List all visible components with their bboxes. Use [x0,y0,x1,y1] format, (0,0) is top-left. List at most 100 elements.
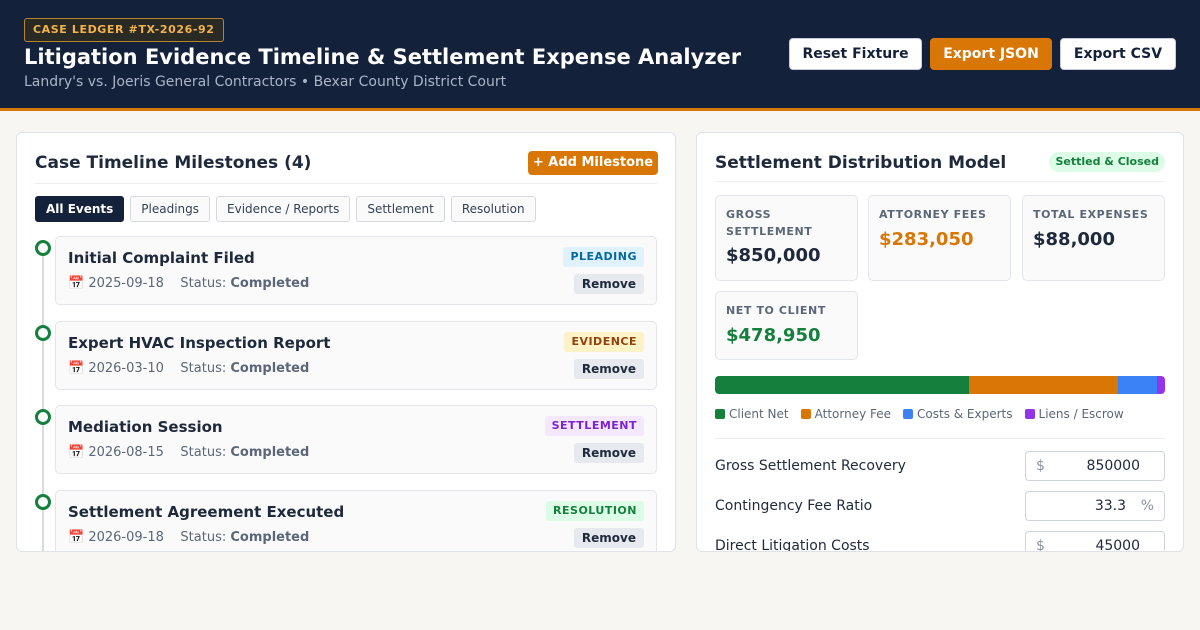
milestone-complete-dot [35,325,51,341]
distribution-legend: Client Net Attorney Fee Costs & Experts Lie… [715,407,1124,421]
milestone-title: Expert HVAC Inspection Report [68,334,331,352]
remove-milestone-button[interactable]: Remove [573,443,644,463]
filter-tab-evidence-reports[interactable]: Evidence / Reports [216,196,351,222]
remove-milestone-button[interactable]: Remove [573,359,644,379]
status-label: Status: [180,530,227,545]
export-json-button[interactable]: Export JSON [930,38,1052,70]
net-to-client-card: NET TO CLIENT $478,950 [715,291,858,360]
milestone-date: 2026-03-10 [88,361,164,376]
settlement-title: Settlement Distribution Model [715,153,1007,173]
timeline-panel: Case Timeline Milestones (4) + Add Miles… [16,132,676,552]
net-to-client-label: NET TO CLIENT [726,304,826,317]
filter-tab-settlement[interactable]: Settlement [356,196,445,222]
calendar-icon: 📅 [68,361,85,376]
case-status-badge: Settled & Closed [1049,152,1165,172]
legend-item: Costs & Experts [903,407,1013,421]
legend-item: Attorney Fee [800,407,892,421]
distribution-segment-client-net [715,376,969,394]
milestone-title: Mediation Session [68,418,223,436]
calendar-icon: 📅 [68,530,85,545]
legend-label: Attorney Fee [814,407,892,421]
gross-settlement-value: $850,000 [726,245,821,266]
currency-prefix: $ [1036,538,1045,552]
legend-swatch [715,409,725,419]
milestone-meta: 📅 2026-09-18 Status: Completed [68,530,309,545]
legend-item: Liens / Escrow [1024,407,1124,421]
filter-tab-pleadings[interactable]: Pleadings [130,196,211,222]
timeline-title: Case Timeline Milestones (4) [35,153,312,173]
event-filter-tabs: All Events Pleadings Evidence / Reports … [35,196,536,222]
legend-label: Costs & Experts [917,407,1013,421]
milestone-card: Settlement Agreement Executed 📅 2026-09-… [55,490,657,551]
milestone-meta: 📅 2026-03-10 Status: Completed [68,361,309,376]
milestone-title: Settlement Agreement Executed [68,503,345,521]
app-header: CASE LEDGER #TX-2026-92 Litigation Evide… [0,0,1200,111]
filter-tab-resolution[interactable]: Resolution [450,196,536,222]
milestone-status: Completed [230,361,310,376]
settlement-divider [715,181,1165,182]
distribution-segment-costs-experts [1118,376,1158,394]
legend-item: Client Net [715,407,789,421]
milestone-card: Mediation Session 📅 2026-08-15 Status: C… [55,405,657,474]
status-label: Status: [180,361,227,376]
status-label: Status: [180,276,227,291]
reset-fixture-button[interactable]: Reset Fixture [789,38,922,70]
milestone-status: Completed [230,276,310,291]
milestone-tag: SETTLEMENT [544,416,644,436]
gross-settlement-card: GROSS SETTLEMENT $850,000 [715,195,858,281]
gross-recovery-input[interactable] [1052,457,1140,475]
milestone-tag: RESOLUTION [546,501,644,521]
distribution-segment-attorney-fee [968,376,1119,394]
timeline-divider [35,183,657,184]
gross-recovery-label: Gross Settlement Recovery [715,458,906,474]
filter-tab-all-events[interactable]: All Events [35,196,125,222]
milestone-date: 2025-09-18 [88,276,164,291]
case-ledger-badge: CASE LEDGER #TX-2026-92 [24,18,224,42]
milestone-tag: EVIDENCE [564,332,644,352]
litigation-costs-field: $ [1025,531,1165,552]
remove-milestone-button[interactable]: Remove [573,274,644,294]
litigation-costs-label: Direct Litigation Costs [715,538,870,552]
legend-swatch [903,409,914,419]
litigation-costs-input[interactable] [1052,537,1140,551]
milestone-meta: 📅 2025-09-18 Status: Completed [68,276,309,291]
milestone-date: 2026-08-15 [88,445,164,460]
legend-label: Liens / Escrow [1038,407,1124,421]
gross-recovery-field: $ [1025,451,1165,481]
total-expenses-value: $88,000 [1033,229,1115,250]
calendar-icon: 📅 [68,445,85,460]
milestone-card: Initial Complaint Filed 📅 2025-09-18 Sta… [55,236,657,305]
milestone-title: Initial Complaint Filed [68,249,255,267]
milestone-card: Expert HVAC Inspection Report 📅 2026-03-… [55,321,657,390]
net-to-client-value: $478,950 [726,325,821,346]
contingency-fee-field: % [1025,491,1165,521]
milestone-date: 2026-09-18 [88,530,164,545]
milestone-status: Completed [230,530,310,545]
total-expenses-card: TOTAL EXPENSES $88,000 [1022,195,1165,281]
settlement-panel: Settlement Distribution Model Settled & … [696,132,1184,552]
calendar-icon: 📅 [68,276,85,291]
gross-settlement-label: GROSS SETTLEMENT [726,208,813,238]
legend-label: Client Net [729,407,789,421]
add-milestone-button[interactable]: + Add Milestone [528,151,658,175]
percent-suffix: % [1140,498,1154,514]
attorney-fees-label: ATTORNEY FEES [879,208,987,221]
inputs-divider [715,438,1165,439]
case-subtitle: Landry's vs. Joeris General Contractors … [24,74,507,90]
milestone-meta: 📅 2026-08-15 Status: Completed [68,445,309,460]
distribution-bar [715,376,1165,394]
status-label: Status: [180,445,227,460]
app-title: Litigation Evidence Timeline & Settlemen… [24,45,742,69]
attorney-fees-card: ATTORNEY FEES $283,050 [868,195,1011,281]
milestone-tag: PLEADING [563,247,644,267]
milestone-complete-dot [35,240,51,256]
contingency-fee-input[interactable] [1034,497,1126,515]
timeline-track [42,245,44,551]
currency-prefix: $ [1036,458,1045,474]
milestone-complete-dot [35,494,51,510]
legend-swatch [800,409,811,419]
remove-milestone-button[interactable]: Remove [573,528,644,548]
total-expenses-label: TOTAL EXPENSES [1033,208,1149,221]
contingency-fee-label: Contingency Fee Ratio [715,498,873,514]
export-csv-button[interactable]: Export CSV [1060,38,1176,70]
